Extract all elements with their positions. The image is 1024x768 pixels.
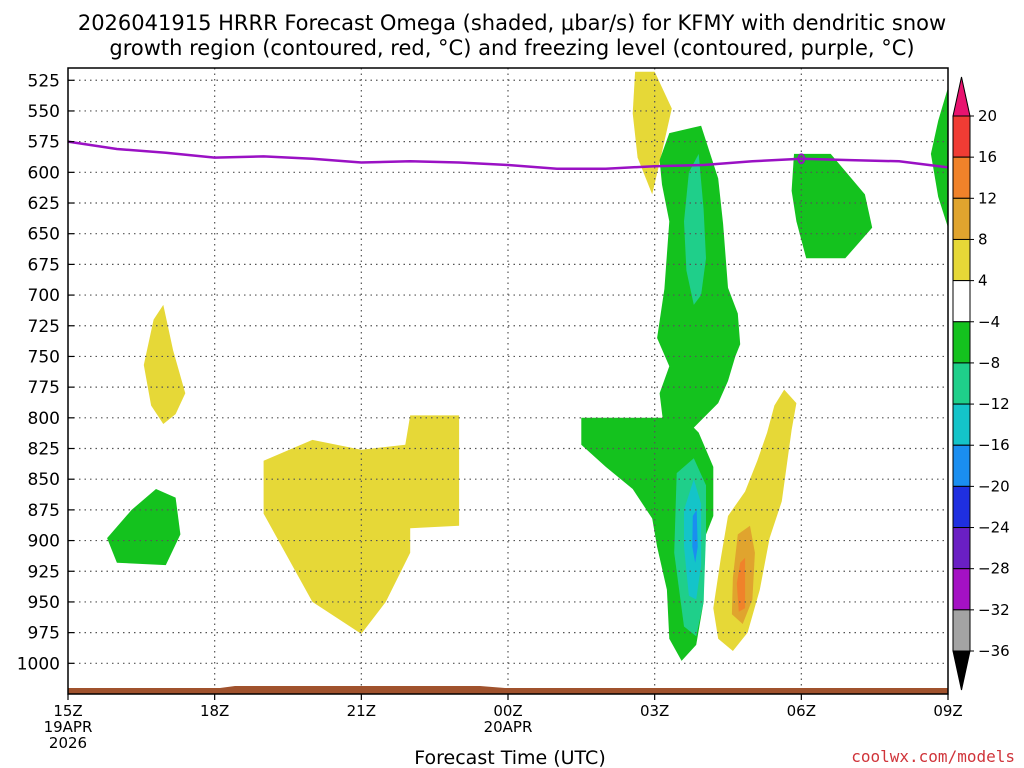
colorbar-tick-label: 8	[978, 230, 988, 248]
colorbar-tick-label: −28	[978, 560, 1010, 578]
colorbar-band	[952, 156, 971, 199]
x-tick-label: 06Z	[787, 702, 816, 720]
colorbar-band	[952, 527, 971, 570]
omega-region-descent-04z-upper-core	[684, 153, 706, 305]
omega-region-ascent-15z-mid	[143, 304, 186, 424]
colorbar-band	[952, 238, 971, 282]
x-tick-label: 19APR	[44, 718, 93, 736]
y-tick-label: 825	[28, 440, 60, 460]
colorbar-top-triangle	[952, 76, 971, 117]
colorbar-band	[952, 115, 971, 158]
y-tick-label: 975	[28, 624, 60, 644]
y-tick-label: 850	[28, 470, 60, 490]
colorbar-band	[952, 568, 971, 611]
colorbar-band	[952, 362, 971, 405]
colorbar-tick-label: −12	[978, 395, 1010, 413]
y-tick-label: 900	[28, 532, 60, 552]
y-tick-label: 875	[28, 501, 60, 521]
colorbar-tick-label: −4	[978, 313, 1000, 331]
x-tick-label: 20APR	[484, 718, 533, 736]
y-tick-label: 525	[28, 71, 60, 91]
y-tick-label: 700	[28, 286, 60, 306]
ground-surface-bar	[68, 688, 948, 694]
y-tick-label: 675	[28, 255, 60, 275]
y-tick-label: 1000	[17, 654, 60, 674]
y-tick-label: 725	[28, 317, 60, 337]
omega-region-descent-09z-upper	[930, 87, 948, 228]
x-tick-label: 09Z	[933, 702, 962, 720]
colorbar-band	[952, 485, 971, 529]
colorbar-tick-label: −20	[978, 477, 1010, 495]
y-tick-label: 550	[28, 102, 60, 122]
chart-title-line-2: growth region (contoured, red, °C) and f…	[109, 36, 914, 60]
credit-text: coolwx.com/models	[851, 747, 1015, 766]
colorbar-tick-label: 4	[978, 272, 988, 290]
chart-title-line-1: 2026041915 HRRR Forecast Omega (shaded, …	[78, 11, 946, 35]
ground-surface-bump	[220, 686, 505, 688]
omega-region-descent-06z-upper	[791, 153, 873, 259]
grid-lines	[68, 68, 948, 694]
omega-shading	[107, 71, 948, 661]
colorbar-tick-label: −8	[978, 354, 1000, 372]
y-tick-label: 625	[28, 194, 60, 214]
colorbar-tick-label: −36	[978, 642, 1010, 660]
colorbar-bottom-triangle	[952, 650, 971, 691]
y-axis: 525 550 575 600 625 650 675 700 725 750 775 800 825 8…	[17, 71, 74, 674]
colorbar-tick-label: 16	[978, 148, 997, 166]
y-tick-label: 650	[28, 225, 60, 245]
y-tick-label: 775	[28, 378, 60, 398]
y-tick-label: 925	[28, 562, 60, 582]
y-tick-label: 600	[28, 163, 60, 183]
omega-region-ascent-05z-low-core2	[736, 557, 746, 612]
colorbar-tick-label: −32	[978, 601, 1010, 619]
colorbar-tick-label: −24	[978, 519, 1010, 537]
y-tick-label: 575	[28, 133, 60, 153]
colorbar-band	[952, 609, 971, 652]
colorbar-band	[952, 280, 971, 323]
colorbar-tick-label: −16	[978, 436, 1010, 454]
plot-area	[67, 67, 949, 695]
colorbar-band	[952, 197, 971, 240]
x-tick-label: 00Z	[493, 702, 522, 720]
x-tick-label: 18Z	[200, 702, 229, 720]
omega-region-descent-04z-lower-core3	[692, 509, 698, 563]
x-tick-label: 2026	[49, 734, 87, 752]
x-tick-label: 15Z	[53, 702, 82, 720]
x-tick-label: 21Z	[347, 702, 376, 720]
colorbar-band	[952, 444, 971, 487]
colorbar-tick-label: 12	[978, 189, 997, 207]
freezing-level-contour	[67, 140, 949, 170]
omega-region-ascent-02z-upper	[632, 71, 672, 195]
y-tick-label: 950	[28, 593, 60, 613]
x-tick-label: 03Z	[640, 702, 669, 720]
colorbar-band	[952, 403, 971, 446]
colorbar-tick-label: 20	[978, 107, 997, 125]
x-axis-label: Forecast Time (UTC)	[414, 747, 605, 768]
y-tick-label: 800	[28, 409, 60, 429]
freezing-level-line	[67, 140, 949, 170]
omega-region-descent-15z-low	[107, 489, 181, 566]
freezing-level-label-marker	[797, 153, 806, 165]
colorbar: 20 16 12 8 4 −4 −8 −12 −16 −20 −24 −28 −32 −36	[952, 76, 1010, 691]
y-tick-label: 750	[28, 347, 60, 367]
colorbar-band	[952, 321, 971, 364]
